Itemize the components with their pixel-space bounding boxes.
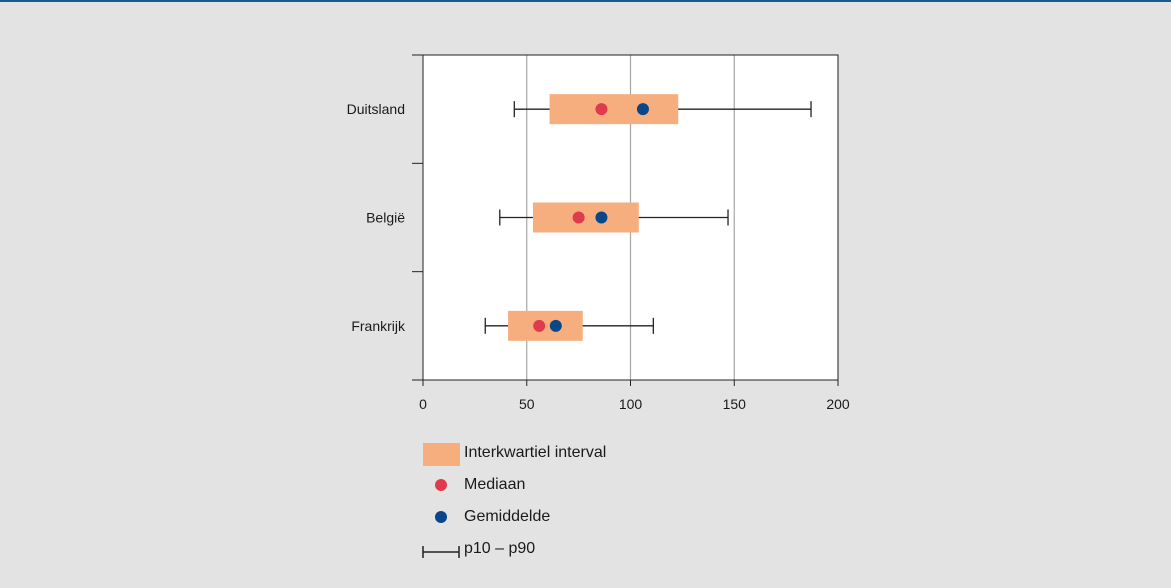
x-tick-label-200: 200: [826, 396, 850, 412]
box-swatch-icon: [423, 443, 460, 466]
iqr-box-frankrijk: [508, 310, 583, 341]
x-tick-label-50: 50: [519, 396, 535, 412]
legend-label-mean: Gemiddelde: [464, 508, 551, 525]
category-label-frankrijk: Frankrijk: [351, 318, 406, 334]
plot-frame: [422, 54, 839, 381]
median-dot-duitsland: [595, 103, 608, 116]
iqr-box-duitsland: [549, 94, 679, 125]
red-dot-icon: [435, 479, 447, 491]
mean-dot-belgi-: [595, 211, 608, 224]
legend-item-p10-p90: p10 – p90: [421, 538, 681, 562]
iqr-box-belgi-: [532, 202, 639, 233]
x-tick-label-100: 100: [619, 396, 643, 412]
whisker-symbol-icon: [422, 546, 460, 558]
legend-item-interquartile: Interkwartiel interval: [421, 442, 681, 466]
category-label-duitsland: Duitsland: [347, 101, 405, 117]
legend-label-median: Mediaan: [464, 476, 526, 493]
legend-item-median: Mediaan: [421, 474, 681, 498]
median-dot-belgi-: [572, 211, 585, 224]
x-tick-label-0: 0: [419, 396, 427, 412]
mean-dot-frankrijk: [549, 319, 562, 332]
legend-label-p10-p90: p10 – p90: [464, 540, 536, 557]
mean-dot-duitsland: [636, 103, 649, 116]
median-dot-frankrijk: [533, 319, 546, 332]
legend-label-interquartile: Interkwartiel interval: [464, 444, 607, 461]
legend-item-mean: Gemiddelde: [421, 506, 681, 530]
header-rule: [0, 0, 1171, 2]
x-tick-label-150: 150: [723, 396, 747, 412]
blue-dot-icon: [435, 511, 447, 523]
category-label-belgi-: België: [366, 210, 405, 226]
